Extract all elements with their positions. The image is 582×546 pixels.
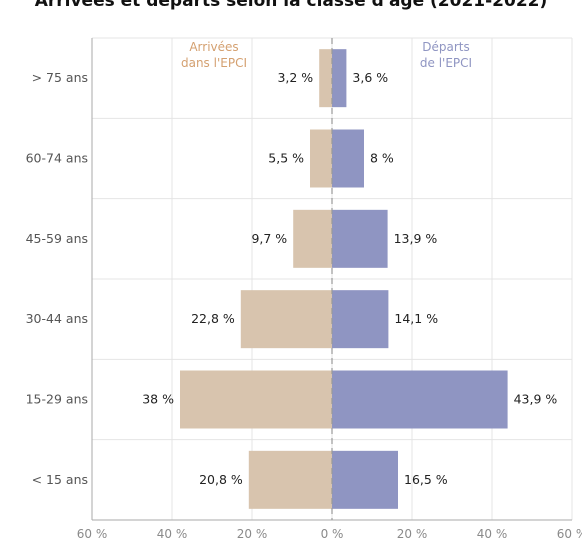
bar-layer [180, 49, 508, 509]
value-label-departs: 16,5 % [404, 472, 448, 487]
category-label: > 75 ans [32, 70, 88, 85]
value-label-departs: 3,6 % [352, 70, 388, 85]
bar-departs [332, 49, 347, 108]
x-tick-label: 20 % [237, 527, 268, 541]
legend-layer: Arrivées dans l'EPCI Départs de l'EPCI [181, 40, 472, 70]
bar-departs [332, 129, 364, 188]
category-label: 45-59 ans [26, 231, 88, 246]
x-tick-label: 60 % [77, 527, 108, 541]
value-label-arrivees: 3,2 % [277, 70, 313, 85]
category-label: 60-74 ans [26, 151, 88, 166]
x-tick-label: 20 % [397, 527, 428, 541]
chart-title: Arrivées et départs selon la classe d'âg… [34, 0, 548, 11]
bar-departs [332, 450, 398, 509]
label-layer: 3,2 % 3,6 % > 75 ans 5,5 % 8 % 60-74 ans 9,7 %… [26, 70, 582, 541]
bar-arrivees [248, 450, 332, 509]
value-label-departs: 8 % [370, 151, 394, 166]
bar-departs [332, 290, 389, 349]
bar-arrivees [180, 370, 332, 429]
legend-arrivees: Arrivées dans l'EPCI [181, 40, 247, 70]
value-label-arrivees: 20,8 % [199, 472, 243, 487]
bar-arrivees [240, 290, 332, 349]
value-label-departs: 43,9 % [514, 392, 558, 407]
x-tick-label: 0 % [321, 527, 344, 541]
bar-departs [332, 209, 388, 268]
value-label-arrivees: 9,7 % [251, 231, 287, 246]
bar-arrivees [293, 209, 332, 268]
value-label-arrivees: 5,5 % [268, 151, 304, 166]
legend-departs-line: de l'EPCI [420, 56, 472, 70]
category-label: 30-44 ans [26, 311, 88, 326]
legend-departs: Départs de l'EPCI [420, 40, 472, 70]
value-label-departs: 13,9 % [394, 231, 438, 246]
legend-departs-line: Départs [422, 40, 469, 54]
x-tick-label: 60 % [557, 527, 582, 541]
category-label: 15-29 ans [26, 392, 88, 407]
axis-layer [91, 38, 572, 521]
value-label-arrivees: 38 % [142, 392, 174, 407]
legend-arrivees-line: Arrivées [189, 40, 238, 54]
category-label: < 15 ans [32, 472, 88, 487]
value-label-arrivees: 22,8 % [191, 311, 235, 326]
x-tick-label: 40 % [477, 527, 508, 541]
value-label-departs: 14,1 % [394, 311, 438, 326]
bar-departs [332, 370, 508, 429]
bar-arrivees [310, 129, 332, 188]
bar-arrivees [319, 49, 332, 108]
x-tick-label: 40 % [157, 527, 188, 541]
legend-arrivees-line: dans l'EPCI [181, 56, 247, 70]
